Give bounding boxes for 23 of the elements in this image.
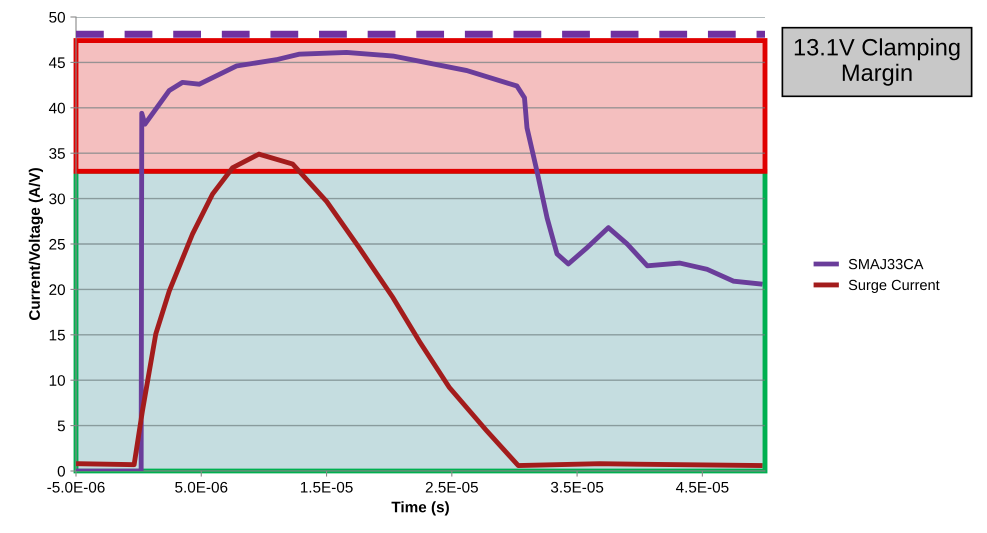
legend-label: Surge Current [848, 280, 940, 294]
y-tick-label: 45 [48, 57, 65, 68]
y-tick-label: 50 [49, 12, 65, 23]
y-axis-title: Current/Voltage (A/V) [28, 168, 44, 320]
y-tick-label: 35 [49, 148, 65, 159]
y-tick-label: 30 [49, 193, 65, 204]
x-tick-label: 4.5E-05 [676, 482, 728, 493]
text: 13.1V Clamping Margin [794, 38, 960, 86]
y-tick-label: 40 [48, 102, 65, 114]
legend-label: SMAJ33CA [848, 258, 924, 270]
y-tick-label: 5 [58, 420, 65, 432]
x-axis-title: Time (s) [392, 501, 449, 516]
line-series [76, 50, 762, 471]
x-tick-label: 5.0E-06 [175, 482, 228, 493]
x-tick-label: 3.5E-05 [550, 482, 604, 493]
x-tick-label: 1.5E-05 [300, 482, 353, 493]
y-tick-label: 15 [50, 330, 65, 340]
x-tick-label: 2.5E-05 [426, 482, 478, 493]
y-tick-label: 25 [49, 238, 65, 250]
x-tick-label: -5.0E-06 [47, 482, 105, 493]
y-tick-label: 20 [49, 284, 65, 296]
y-tick-label: 0 [58, 466, 65, 477]
y-tick-label: 10 [50, 375, 65, 386]
